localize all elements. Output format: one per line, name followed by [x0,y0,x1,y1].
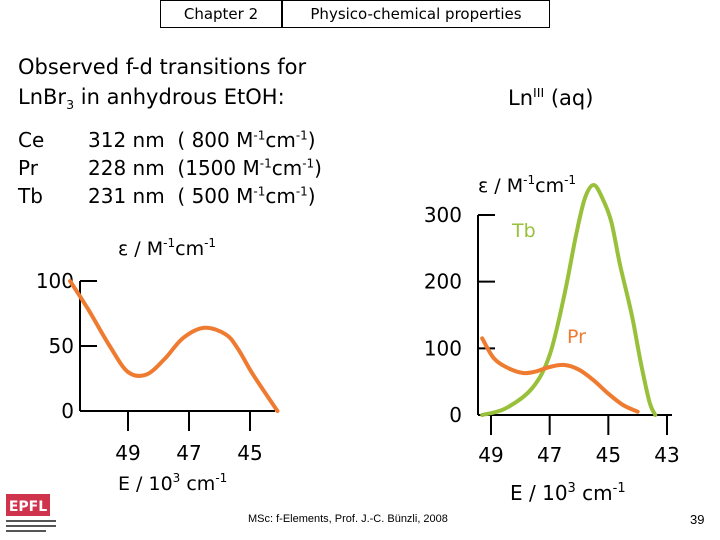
chapter-label: Chapter 2 [160,0,282,28]
right-x-tick-label: 43 [654,443,679,467]
ln-oxidation-state: III [533,85,545,100]
right-y-tick-label: 200 [424,270,462,294]
paren-close: ) [307,184,316,208]
unit-exponent: -1 [295,128,308,143]
ln-medium: (aq) [544,86,594,110]
ln-base: Ln [508,86,534,110]
right-x-tick-label: 49 [478,443,503,467]
ln-aq-label: LnIII (aq) [508,86,593,110]
paren-close: ) [314,156,322,180]
title-line-1: Observed f-d transitions for [18,55,307,79]
unit-cm: cm [265,184,296,208]
right-series-pr-line [480,336,640,414]
right-y-tick-label: 300 [424,203,462,227]
slide-title: Observed f-d transitions for LnBr3 in an… [18,52,306,112]
element-symbol: Ce [18,128,45,152]
unit-exponent: -1 [253,184,266,199]
left-y-tick-label: 0 [61,399,74,423]
transition-row-tb: Tb 231 nm ( 500 M-1cm-1) [18,184,316,208]
right-ylabel: ε / M-1cm-1 [478,173,576,197]
right-y-tick-label: 0 [449,403,462,427]
left-x-tick-label: 49 [115,441,140,465]
svg-text:EPFL: EPFL [9,499,47,515]
element-symbol: Pr [18,156,38,180]
right-xlabel: E / 103 cm-1 [510,481,626,505]
epsilon-value: ( 800 M [177,128,254,152]
right-x-tick-label: 47 [537,443,562,467]
right-series-tb-line [480,182,658,417]
annotation-pr: Pr [567,326,586,348]
wavelength: 231 nm [88,184,165,208]
unit-exponent: -1 [253,128,266,143]
annotation-tb: Tb [511,220,536,242]
section-label: Physico-chemical properties [282,0,550,28]
title-formula-subscript: 3 [66,97,75,113]
transition-row-pr: Pr 228 nm (1500 M-1cm-1) [18,156,322,180]
title-line-2: LnBr3 in anhydrous EtOH: [18,82,306,112]
transition-row-ce: Ce 312 nm ( 800 M-1cm-1) [18,128,316,152]
left-x-tick-label: 45 [237,441,262,465]
element-symbol: Tb [18,184,43,208]
unit-exponent: -1 [259,156,272,171]
paren-close: ) [307,128,316,152]
right-y-tick-label: 100 [424,336,462,360]
left-y-tick-label: 100 [36,269,74,293]
left-x-tick-label: 47 [176,441,201,465]
epsilon-value: ( 500 M [177,184,254,208]
left-y-tick-label: 50 [49,334,74,358]
unit-cm: cm [265,128,296,152]
left-series-0-line [68,279,280,413]
unit-exponent: -1 [302,156,315,171]
unit-exponent: -1 [295,184,308,199]
footer-credit: MSc: f-Elements, Prof. J.-C. Bünzli, 200… [248,513,448,525]
epfl-logo: EPFL [2,488,60,536]
title-solvent: in anhydrous EtOH: [74,85,285,109]
wavelength: 312 nm [88,128,165,152]
page-number: 39 [690,512,705,527]
epfl-logo-mark: EPFL [6,494,56,532]
unit-cm: cm [271,156,303,180]
right-x-tick-label: 45 [596,443,621,467]
epsilon-value: (1500 M [177,156,260,180]
wavelength: 228 nm [88,156,165,180]
title-formula: LnBr [18,85,67,109]
left-xlabel: E / 103 cm-1 [118,471,227,495]
